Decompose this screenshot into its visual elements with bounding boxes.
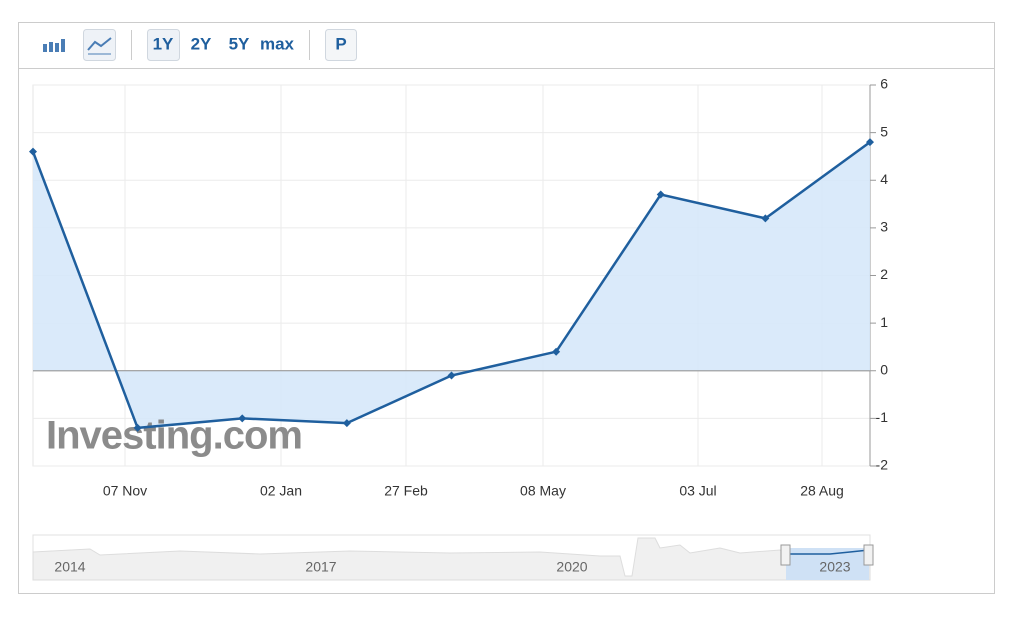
marker bbox=[447, 371, 456, 380]
marker bbox=[656, 190, 665, 199]
navigator-label: 2020 bbox=[556, 559, 587, 575]
range-button[interactable]: 1Y bbox=[153, 34, 174, 53]
x-tick-label: 03 Jul bbox=[679, 483, 716, 499]
y-tick-label: 1 bbox=[880, 314, 888, 330]
navigator-handle[interactable] bbox=[780, 544, 791, 566]
marker bbox=[866, 138, 874, 147]
navigator-handle[interactable] bbox=[863, 544, 874, 566]
watermark: Investing.com bbox=[46, 414, 302, 458]
y-tick-label: 4 bbox=[880, 171, 888, 187]
icon-part bbox=[55, 43, 59, 52]
marker bbox=[238, 414, 247, 423]
x-tick-label: 07 Nov bbox=[103, 483, 147, 499]
p-button-box[interactable] bbox=[325, 29, 357, 61]
x-tick-label: 27 Feb bbox=[384, 483, 428, 499]
p-button[interactable]: P bbox=[335, 34, 346, 53]
x-tick-label: 02 Jan bbox=[260, 483, 302, 499]
y-tick-label: 0 bbox=[880, 361, 888, 377]
navigator-label: 2023 bbox=[819, 559, 850, 575]
y-tick-label: 3 bbox=[880, 219, 888, 235]
line-icon bbox=[87, 37, 112, 51]
marker bbox=[761, 214, 770, 223]
marker bbox=[342, 419, 351, 428]
icon-part bbox=[49, 42, 53, 52]
navigator-line bbox=[786, 549, 870, 555]
range-button-active[interactable] bbox=[147, 29, 180, 61]
x-tick-label: 08 May bbox=[520, 483, 566, 499]
y-tick-label: 5 bbox=[880, 123, 888, 139]
marker bbox=[29, 147, 37, 156]
icon-part bbox=[43, 44, 47, 52]
navigator-label: 2017 bbox=[305, 559, 336, 575]
range-button[interactable]: 2Y bbox=[191, 34, 212, 53]
y-tick-label: -2 bbox=[876, 457, 889, 473]
range-button[interactable]: max bbox=[260, 34, 295, 53]
bar-icon[interactable] bbox=[43, 39, 65, 52]
icon-part bbox=[61, 39, 65, 52]
y-tick-label: 6 bbox=[880, 76, 888, 92]
marker bbox=[552, 347, 561, 356]
marker bbox=[133, 423, 142, 432]
x-tick-label: 28 Aug bbox=[800, 483, 844, 499]
y-tick-label: 2 bbox=[880, 266, 888, 282]
area bbox=[33, 142, 870, 428]
navigator-label: 2014 bbox=[54, 559, 85, 575]
y-tick-label: -1 bbox=[876, 409, 889, 425]
range-button[interactable]: 5Y bbox=[229, 34, 250, 53]
